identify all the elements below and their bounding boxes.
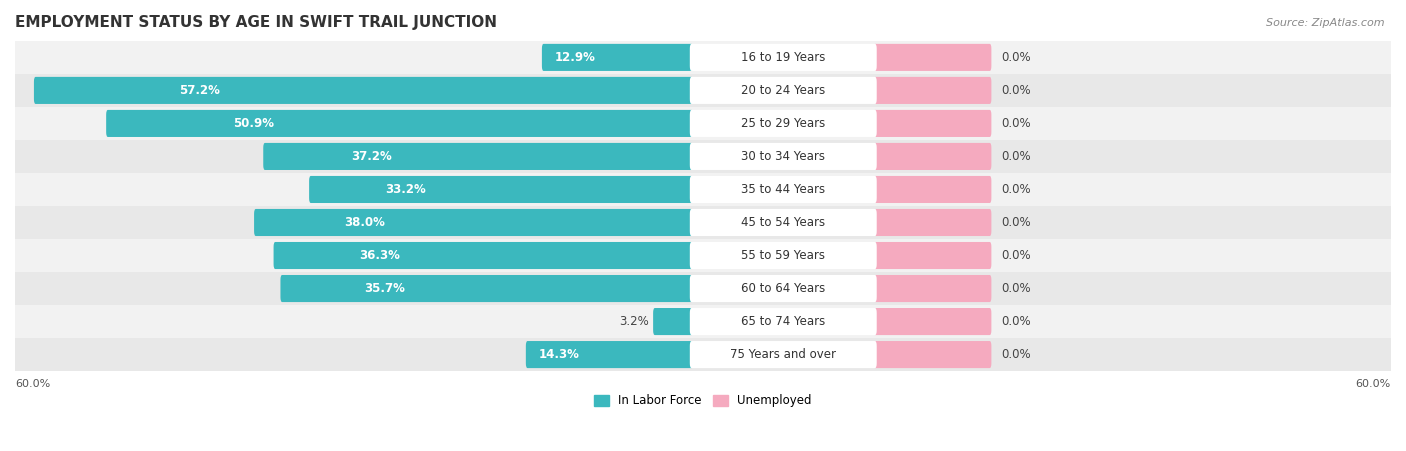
- FancyBboxPatch shape: [690, 44, 877, 71]
- Text: 35 to 44 Years: 35 to 44 Years: [741, 183, 825, 196]
- Text: 0.0%: 0.0%: [1001, 249, 1031, 262]
- Text: 30 to 34 Years: 30 to 34 Years: [741, 150, 825, 163]
- Text: 36.3%: 36.3%: [359, 249, 399, 262]
- Text: 75 Years and over: 75 Years and over: [730, 348, 837, 361]
- FancyBboxPatch shape: [873, 143, 991, 170]
- Text: 0.0%: 0.0%: [1001, 84, 1031, 97]
- FancyBboxPatch shape: [34, 77, 693, 104]
- FancyBboxPatch shape: [280, 275, 693, 302]
- FancyBboxPatch shape: [690, 209, 877, 236]
- Text: 20 to 24 Years: 20 to 24 Years: [741, 84, 825, 97]
- FancyBboxPatch shape: [654, 308, 693, 335]
- FancyBboxPatch shape: [690, 176, 877, 203]
- FancyBboxPatch shape: [873, 110, 991, 137]
- Text: 0.0%: 0.0%: [1001, 216, 1031, 229]
- Text: 60.0%: 60.0%: [15, 379, 51, 389]
- FancyBboxPatch shape: [873, 44, 991, 71]
- Text: Source: ZipAtlas.com: Source: ZipAtlas.com: [1267, 18, 1385, 28]
- Text: 0.0%: 0.0%: [1001, 150, 1031, 163]
- Legend: In Labor Force, Unemployed: In Labor Force, Unemployed: [589, 390, 817, 412]
- FancyBboxPatch shape: [873, 209, 991, 236]
- Text: 35.7%: 35.7%: [364, 282, 405, 295]
- FancyBboxPatch shape: [0, 305, 1406, 338]
- Text: 55 to 59 Years: 55 to 59 Years: [741, 249, 825, 262]
- FancyBboxPatch shape: [0, 173, 1406, 206]
- Text: 60.0%: 60.0%: [1355, 379, 1391, 389]
- FancyBboxPatch shape: [873, 242, 991, 269]
- FancyBboxPatch shape: [690, 242, 877, 269]
- Text: 25 to 29 Years: 25 to 29 Years: [741, 117, 825, 130]
- FancyBboxPatch shape: [873, 77, 991, 104]
- FancyBboxPatch shape: [254, 209, 693, 236]
- Text: EMPLOYMENT STATUS BY AGE IN SWIFT TRAIL JUNCTION: EMPLOYMENT STATUS BY AGE IN SWIFT TRAIL …: [15, 15, 496, 30]
- FancyBboxPatch shape: [0, 74, 1406, 107]
- Text: 3.2%: 3.2%: [620, 315, 650, 328]
- Text: 33.2%: 33.2%: [385, 183, 426, 196]
- FancyBboxPatch shape: [690, 308, 877, 335]
- Text: 0.0%: 0.0%: [1001, 348, 1031, 361]
- FancyBboxPatch shape: [690, 341, 877, 368]
- Text: 45 to 54 Years: 45 to 54 Years: [741, 216, 825, 229]
- Text: 0.0%: 0.0%: [1001, 51, 1031, 64]
- FancyBboxPatch shape: [0, 239, 1406, 272]
- FancyBboxPatch shape: [690, 143, 877, 170]
- FancyBboxPatch shape: [0, 41, 1406, 74]
- FancyBboxPatch shape: [107, 110, 693, 137]
- Text: 50.9%: 50.9%: [233, 117, 274, 130]
- Text: 60 to 64 Years: 60 to 64 Years: [741, 282, 825, 295]
- FancyBboxPatch shape: [690, 77, 877, 104]
- FancyBboxPatch shape: [526, 341, 693, 368]
- FancyBboxPatch shape: [263, 143, 693, 170]
- FancyBboxPatch shape: [274, 242, 693, 269]
- Text: 65 to 74 Years: 65 to 74 Years: [741, 315, 825, 328]
- FancyBboxPatch shape: [309, 176, 693, 203]
- Text: 0.0%: 0.0%: [1001, 282, 1031, 295]
- Text: 0.0%: 0.0%: [1001, 183, 1031, 196]
- FancyBboxPatch shape: [873, 275, 991, 302]
- Text: 57.2%: 57.2%: [179, 84, 221, 97]
- FancyBboxPatch shape: [873, 308, 991, 335]
- FancyBboxPatch shape: [0, 206, 1406, 239]
- Text: 12.9%: 12.9%: [555, 51, 596, 64]
- Text: 16 to 19 Years: 16 to 19 Years: [741, 51, 825, 64]
- Text: 37.2%: 37.2%: [352, 150, 392, 163]
- FancyBboxPatch shape: [690, 275, 877, 302]
- FancyBboxPatch shape: [873, 176, 991, 203]
- Text: 0.0%: 0.0%: [1001, 315, 1031, 328]
- FancyBboxPatch shape: [0, 272, 1406, 305]
- Text: 14.3%: 14.3%: [538, 348, 579, 361]
- FancyBboxPatch shape: [0, 107, 1406, 140]
- FancyBboxPatch shape: [690, 110, 877, 137]
- FancyBboxPatch shape: [0, 140, 1406, 173]
- FancyBboxPatch shape: [541, 44, 693, 71]
- FancyBboxPatch shape: [0, 338, 1406, 371]
- Text: 38.0%: 38.0%: [344, 216, 385, 229]
- Text: 0.0%: 0.0%: [1001, 117, 1031, 130]
- FancyBboxPatch shape: [873, 341, 991, 368]
